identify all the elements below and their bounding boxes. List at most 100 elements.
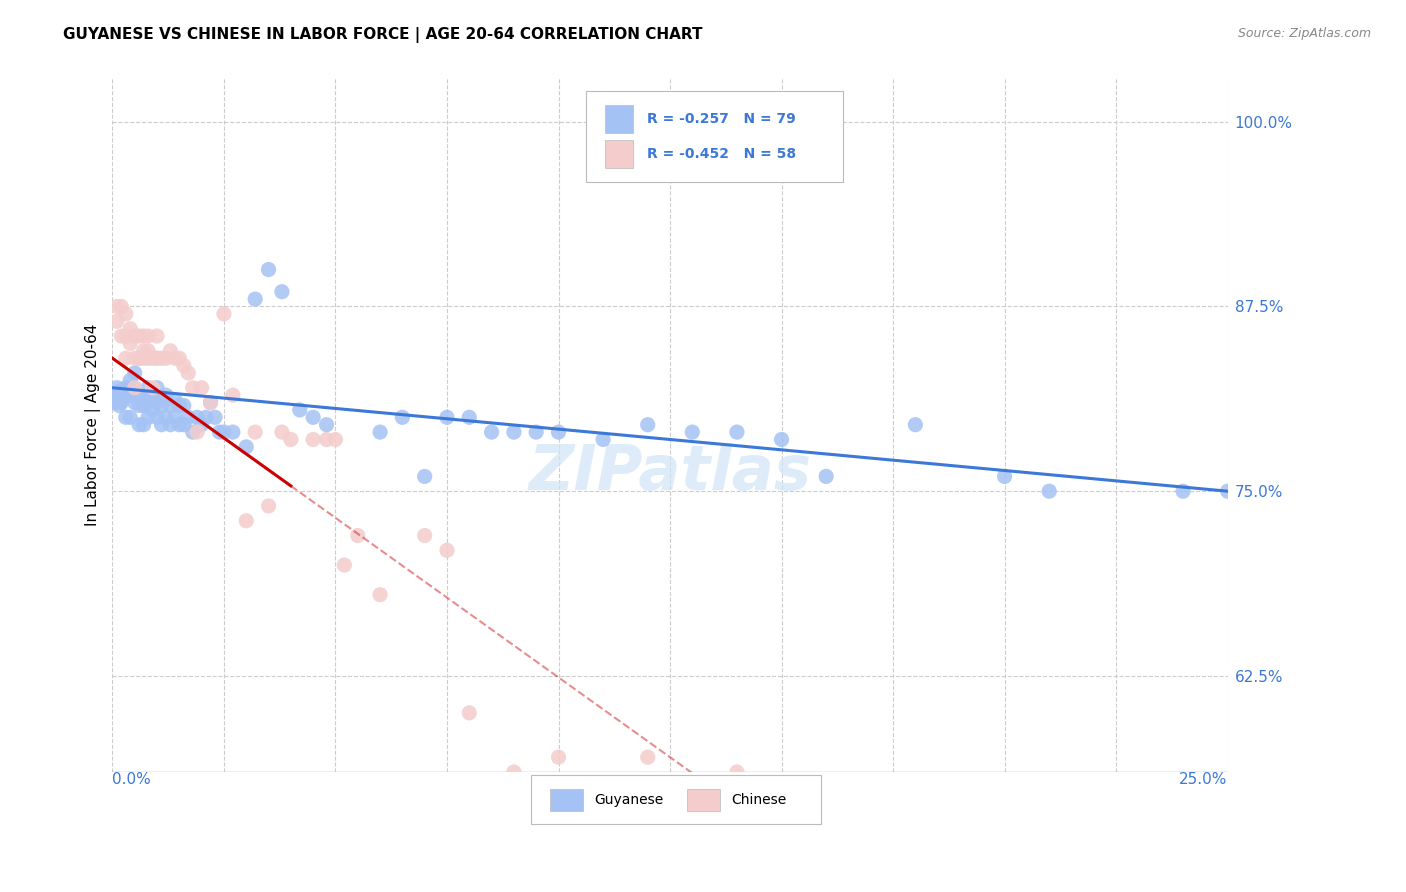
Point xyxy=(150,351,173,366)
Point xyxy=(502,425,524,439)
Point xyxy=(105,300,128,314)
Point xyxy=(128,388,150,402)
Point xyxy=(110,384,132,398)
Point xyxy=(159,399,181,413)
Point xyxy=(120,321,142,335)
Point xyxy=(105,388,128,402)
Point xyxy=(150,417,173,432)
Point xyxy=(1171,484,1194,499)
Point xyxy=(124,329,146,343)
Point xyxy=(105,381,128,395)
Point xyxy=(146,381,169,395)
Point xyxy=(413,528,436,542)
Point xyxy=(110,300,132,314)
FancyBboxPatch shape xyxy=(550,789,583,811)
Point xyxy=(136,410,159,425)
Point xyxy=(128,399,150,413)
Point xyxy=(195,410,218,425)
Point xyxy=(155,351,177,366)
Point xyxy=(114,307,136,321)
Point xyxy=(637,417,659,432)
Point xyxy=(368,425,391,439)
Point xyxy=(204,410,226,425)
Point xyxy=(181,381,204,395)
Point xyxy=(815,780,838,794)
Point xyxy=(592,433,614,447)
Point xyxy=(132,351,155,366)
Point xyxy=(163,410,186,425)
Point xyxy=(257,262,280,277)
Point xyxy=(725,764,748,779)
Point xyxy=(524,425,547,439)
Point xyxy=(271,285,294,299)
Point xyxy=(114,410,136,425)
Point xyxy=(413,469,436,483)
Point xyxy=(315,417,337,432)
Text: 25.0%: 25.0% xyxy=(1180,772,1227,787)
Point xyxy=(681,425,703,439)
Point xyxy=(163,392,186,407)
Point xyxy=(142,403,165,417)
Point xyxy=(132,343,155,358)
Point xyxy=(124,395,146,409)
Point xyxy=(271,425,294,439)
Point xyxy=(108,399,131,413)
Point xyxy=(243,292,266,306)
Point xyxy=(146,351,169,366)
Point xyxy=(186,410,208,425)
Point xyxy=(120,388,142,402)
Point xyxy=(146,410,169,425)
Text: 0.0%: 0.0% xyxy=(112,772,152,787)
Point xyxy=(815,469,838,483)
Point xyxy=(146,395,169,409)
Point xyxy=(436,543,458,558)
Point xyxy=(136,343,159,358)
Point xyxy=(333,558,356,573)
Point xyxy=(132,399,155,413)
Point xyxy=(547,425,569,439)
Text: R = -0.257   N = 79: R = -0.257 N = 79 xyxy=(647,112,796,126)
Point xyxy=(346,528,368,542)
Point xyxy=(114,381,136,395)
Point xyxy=(124,351,146,366)
Text: R = -0.452   N = 58: R = -0.452 N = 58 xyxy=(647,147,796,161)
Point xyxy=(173,417,195,432)
Text: GUYANESE VS CHINESE IN LABOR FORCE | AGE 20-64 CORRELATION CHART: GUYANESE VS CHINESE IN LABOR FORCE | AGE… xyxy=(63,27,703,43)
Point xyxy=(104,395,127,409)
Point xyxy=(302,410,325,425)
Point xyxy=(120,336,142,351)
FancyBboxPatch shape xyxy=(606,140,633,168)
Point xyxy=(368,588,391,602)
Point xyxy=(212,425,235,439)
Point xyxy=(155,388,177,402)
Point xyxy=(120,410,142,425)
Point xyxy=(142,351,165,366)
Point xyxy=(212,307,235,321)
Point xyxy=(235,514,257,528)
Point xyxy=(994,469,1017,483)
Point xyxy=(169,399,191,413)
Point xyxy=(136,329,159,343)
Point xyxy=(124,381,146,395)
Text: ZIPatlas: ZIPatlas xyxy=(529,443,811,503)
Point xyxy=(128,417,150,432)
Point xyxy=(502,764,524,779)
FancyBboxPatch shape xyxy=(530,775,821,824)
Text: Source: ZipAtlas.com: Source: ZipAtlas.com xyxy=(1237,27,1371,40)
Point xyxy=(105,314,128,328)
Point xyxy=(110,392,132,407)
Point xyxy=(481,425,503,439)
Point xyxy=(547,750,569,764)
Point xyxy=(173,399,195,413)
Point xyxy=(904,417,927,432)
Text: Guyanese: Guyanese xyxy=(595,793,664,806)
Point xyxy=(159,343,181,358)
FancyBboxPatch shape xyxy=(686,789,720,811)
Point xyxy=(120,373,142,387)
Text: Chinese: Chinese xyxy=(731,793,786,806)
Point xyxy=(1038,484,1060,499)
Point xyxy=(142,381,165,395)
Point xyxy=(288,403,311,417)
Point xyxy=(128,329,150,343)
Point xyxy=(136,395,159,409)
